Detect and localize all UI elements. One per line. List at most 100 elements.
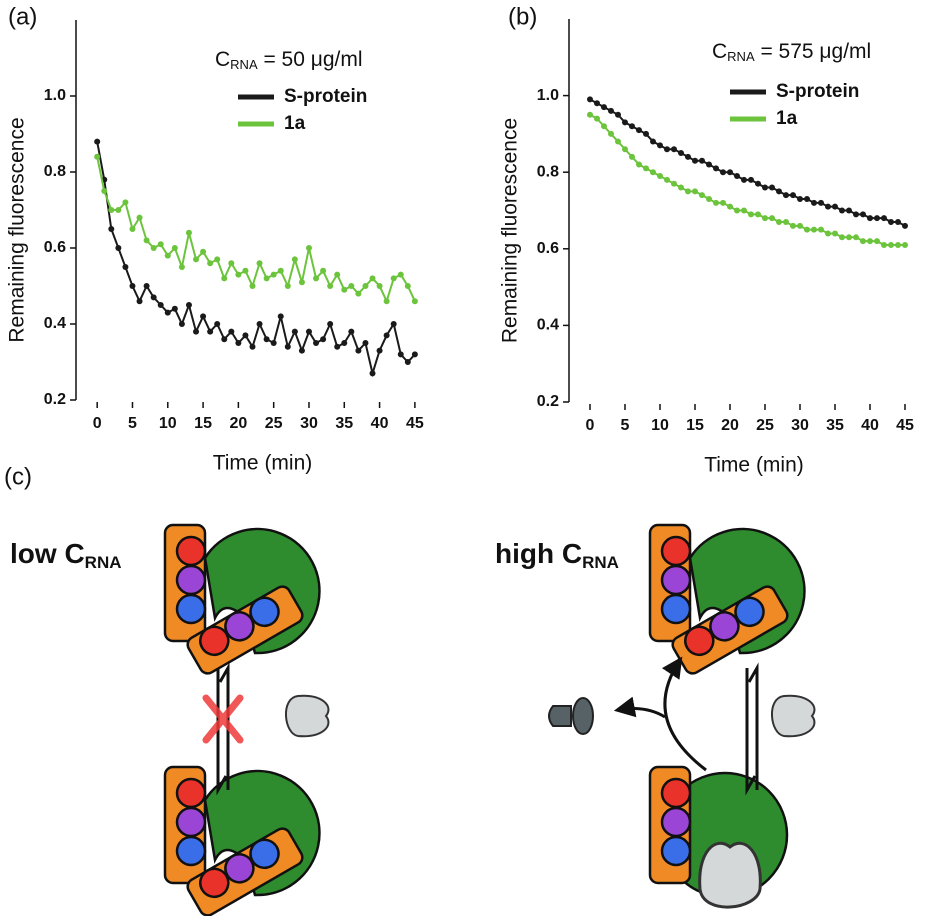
data-point bbox=[263, 336, 270, 343]
data-point bbox=[678, 184, 684, 191]
data-point bbox=[734, 207, 740, 214]
data-point bbox=[207, 260, 214, 267]
x-tick-label: 10 bbox=[651, 417, 669, 434]
data-point bbox=[298, 279, 305, 286]
data-point bbox=[720, 169, 726, 176]
data-point bbox=[860, 211, 866, 218]
data-point bbox=[615, 138, 621, 145]
data-point bbox=[136, 214, 143, 221]
data-point bbox=[692, 157, 698, 164]
x-tick-label: 45 bbox=[896, 417, 914, 434]
series-line bbox=[589, 98, 906, 227]
x-axis-label: Time (min) bbox=[704, 454, 804, 477]
x-tick-label: 25 bbox=[265, 415, 283, 432]
data-point bbox=[277, 313, 284, 320]
panel-label: (c) bbox=[4, 463, 32, 490]
x-tick-label: 35 bbox=[826, 417, 844, 434]
data-point bbox=[846, 234, 852, 241]
data-point bbox=[178, 321, 185, 327]
x-tick-label: 15 bbox=[194, 415, 212, 432]
data-point bbox=[776, 188, 782, 195]
y-tick-label: 0.6 bbox=[44, 239, 66, 256]
legend-label: 1a bbox=[776, 108, 798, 129]
data-point bbox=[383, 298, 390, 305]
data-point bbox=[101, 188, 108, 194]
series-line bbox=[96, 141, 416, 378]
data-point bbox=[298, 347, 305, 354]
x-axis-label: Time (min) bbox=[213, 452, 313, 475]
data-point bbox=[811, 199, 817, 206]
data-point bbox=[902, 241, 908, 248]
x-tick-label: 20 bbox=[721, 417, 739, 434]
x-tick-label: 5 bbox=[128, 415, 137, 432]
data-point bbox=[291, 256, 298, 263]
data-point bbox=[129, 283, 136, 289]
data-point bbox=[305, 328, 312, 335]
label-main: low C bbox=[10, 538, 85, 569]
data-point bbox=[108, 226, 115, 232]
data-point bbox=[706, 196, 712, 203]
data-point bbox=[334, 343, 341, 350]
x-tick-label: 30 bbox=[791, 417, 809, 434]
x-tick-label: 40 bbox=[371, 415, 389, 432]
panel-label: (a) bbox=[8, 3, 37, 30]
data-point bbox=[741, 207, 747, 214]
data-point bbox=[720, 199, 726, 206]
data-point bbox=[411, 298, 418, 305]
data-point bbox=[369, 275, 376, 282]
data-point bbox=[178, 264, 185, 270]
data-point bbox=[657, 173, 663, 180]
x-tick-label: 25 bbox=[756, 417, 774, 434]
data-point bbox=[853, 234, 859, 241]
data-point bbox=[341, 286, 348, 293]
data-point bbox=[727, 169, 733, 176]
data-point bbox=[150, 245, 157, 251]
data-point bbox=[390, 275, 397, 282]
data-point bbox=[94, 153, 101, 160]
data-point bbox=[235, 340, 242, 346]
data-point bbox=[185, 302, 192, 308]
data-point bbox=[881, 215, 887, 222]
data-point bbox=[895, 241, 901, 248]
released-ligand bbox=[548, 697, 594, 735]
data-point bbox=[790, 222, 796, 229]
data-point bbox=[692, 188, 698, 195]
annotation-sub: RNA bbox=[727, 49, 755, 64]
data-point bbox=[115, 207, 122, 213]
data-point bbox=[762, 215, 768, 222]
data-point bbox=[291, 328, 298, 335]
y-tick-label: 1.0 bbox=[537, 87, 559, 104]
protein-complex bbox=[165, 525, 319, 676]
data-point bbox=[867, 215, 873, 222]
data-point bbox=[685, 153, 691, 160]
data-point bbox=[874, 215, 880, 222]
x-tick-label: 15 bbox=[686, 417, 704, 434]
data-point bbox=[143, 283, 150, 289]
data-point bbox=[678, 150, 684, 157]
data-point bbox=[825, 203, 831, 210]
data-point bbox=[348, 283, 355, 289]
data-point bbox=[643, 130, 649, 137]
y-tick-label: 0.8 bbox=[537, 163, 559, 180]
data-point bbox=[313, 275, 320, 282]
data-point bbox=[762, 184, 768, 191]
ligand bbox=[284, 694, 330, 738]
data-point bbox=[320, 267, 327, 274]
annotation-tail: = 575 μg/ml bbox=[755, 40, 872, 63]
data-point bbox=[327, 283, 334, 289]
data-point bbox=[355, 347, 362, 354]
data-point bbox=[320, 336, 327, 343]
data-point bbox=[636, 161, 642, 168]
data-point bbox=[832, 203, 838, 210]
data-point bbox=[608, 107, 614, 114]
x-tick-label: 35 bbox=[335, 415, 353, 432]
data-point bbox=[888, 218, 894, 225]
x-tick-label: 0 bbox=[93, 415, 102, 432]
data-point bbox=[867, 238, 873, 245]
y-tick-label: 0.4 bbox=[537, 317, 559, 334]
data-point bbox=[164, 252, 171, 259]
annotation-main: C bbox=[712, 40, 727, 63]
data-point bbox=[734, 173, 740, 180]
legend-label: S-protein bbox=[284, 86, 367, 107]
